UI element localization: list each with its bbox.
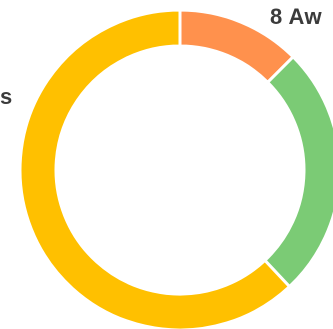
slice-label-left: s <box>0 84 13 109</box>
donut-slice-2 <box>262 54 333 289</box>
slice-label-awards: 8 Aw <box>270 4 323 29</box>
donut-slice-3 <box>18 8 292 329</box>
